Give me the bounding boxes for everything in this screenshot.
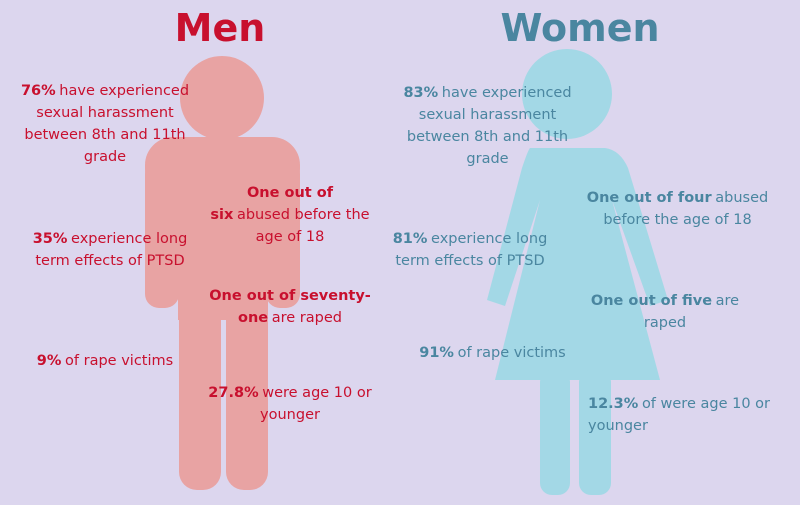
fact-highlight: 83%: [403, 85, 439, 101]
fact-highlight: One out of five: [590, 293, 713, 309]
fact: One out of five are raped: [580, 290, 750, 334]
woman-figure: [487, 49, 668, 495]
fact-highlight: One out of six: [210, 185, 334, 223]
fact-highlight: 12.3%: [588, 396, 639, 412]
fact-text: of rape victims: [457, 345, 566, 361]
man-figure: [145, 56, 300, 490]
title: Women: [500, 6, 660, 50]
fact-highlight: 91%: [419, 345, 454, 361]
fact-text: have experienced sexual harassment betwe…: [406, 85, 572, 167]
fact-highlight: One out of four: [586, 190, 712, 206]
fact-text: abused before the age of 18: [603, 190, 769, 228]
fact-highlight: 76%: [20, 83, 56, 99]
fact-highlight: 27.8%: [208, 385, 259, 401]
fact-text: experience long term effects of PTSD: [395, 231, 548, 269]
fact: 81% experience long term effects of PTSD: [385, 228, 555, 272]
fact-text: of were age 10 or younger: [588, 396, 770, 434]
fact: 35% experience long term effects of PTSD: [25, 228, 195, 272]
fact: One out of six abused before the age of 1…: [205, 182, 375, 248]
fact: 76% have experienced sexual harassment be…: [15, 80, 195, 168]
fact: 91% of rape victims: [405, 342, 580, 364]
title: Men: [174, 6, 266, 50]
fact-highlight: One out of seventy-one: [209, 288, 371, 326]
fact-text: have experienced sexual harassment betwe…: [24, 83, 190, 165]
fact-text: experience long term effects of PTSD: [35, 231, 188, 269]
fact-text: are raped: [271, 310, 342, 326]
fact: One out of seventy-one are raped: [205, 285, 375, 329]
fact-text: were age 10 or younger: [260, 385, 372, 423]
fact: 27.8% were age 10 or younger: [205, 382, 375, 426]
fact: 83% have experienced sexual harassment be…: [395, 82, 580, 170]
fact-text: abused before the age of 18: [236, 207, 370, 245]
fact: One out of four abused before the age of …: [585, 187, 770, 231]
fact-text: are raped: [643, 293, 740, 331]
fact: 12.3% of were age 10 or younger: [588, 393, 778, 437]
fact: 9% of rape victims: [20, 350, 190, 372]
fact-highlight: 9%: [36, 353, 62, 369]
fact-highlight: 81%: [392, 231, 428, 247]
fact-highlight: 35%: [32, 231, 68, 247]
fact-text: of rape victims: [65, 353, 174, 369]
